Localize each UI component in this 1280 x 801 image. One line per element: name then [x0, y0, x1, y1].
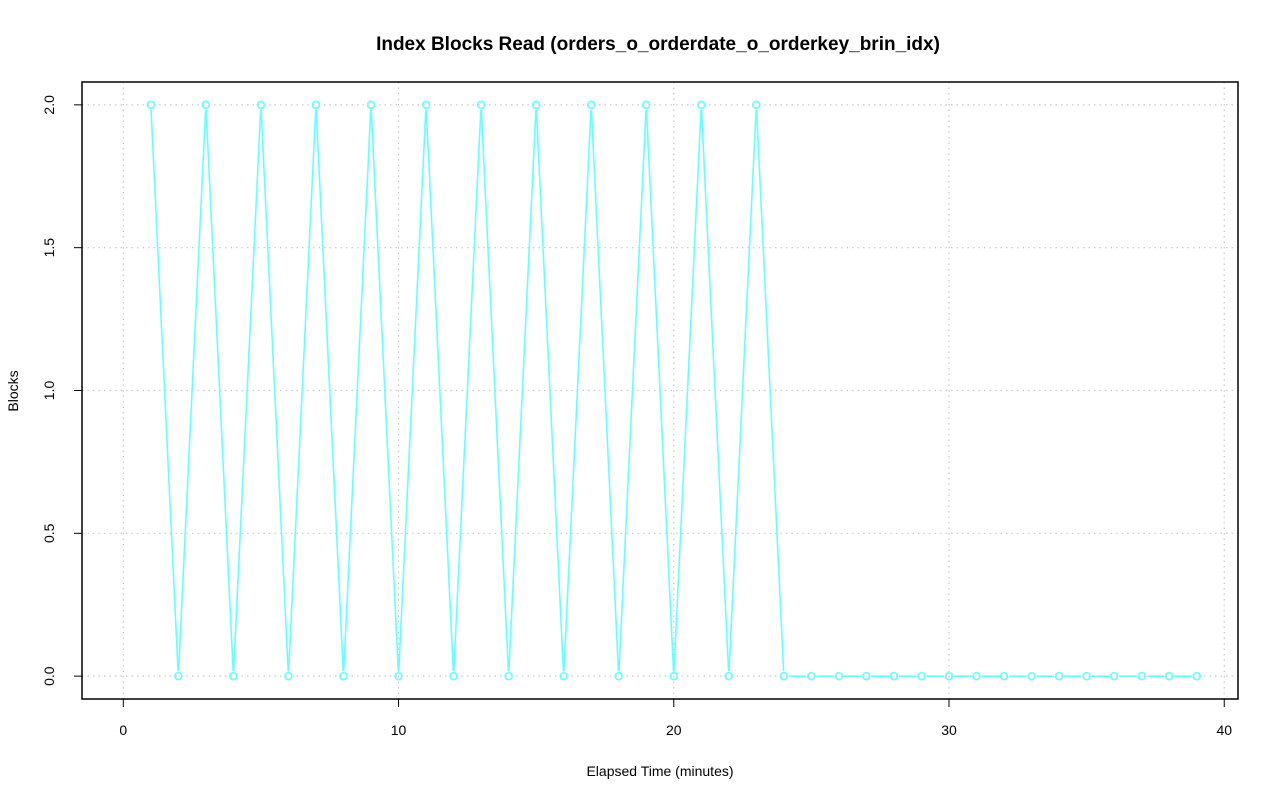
y-tick-label: 1.5	[41, 238, 57, 258]
series-line-segment	[590, 109, 620, 672]
series-line-segment	[453, 109, 482, 672]
series-line-segment	[177, 109, 207, 672]
data-point	[944, 671, 954, 681]
x-axis-label: Elapsed Time (minutes)	[586, 763, 733, 779]
data-point	[174, 671, 183, 681]
data-point	[201, 100, 211, 110]
data-point	[311, 100, 321, 110]
series-line-segment	[700, 109, 730, 672]
data-point	[999, 671, 1009, 681]
series-line-segment	[535, 109, 565, 672]
series-line-segment	[260, 109, 289, 672]
data-point	[917, 671, 926, 681]
data-point	[752, 100, 761, 110]
x-tick-label: 40	[1216, 722, 1232, 738]
x-tick-label: 0	[119, 722, 127, 738]
data-point	[256, 100, 266, 110]
data-point	[504, 671, 513, 681]
x-axis: 0 10 20 30 40	[119, 698, 1232, 738]
data-point	[614, 671, 624, 681]
y-axis: 0.0 0.5 1.0 1.5 2.0	[41, 95, 83, 686]
series-line-segment	[673, 109, 702, 672]
series-line-segment	[397, 109, 427, 672]
data-point	[366, 100, 376, 110]
data-point	[284, 671, 293, 681]
series-line-segment	[563, 109, 592, 672]
data-point	[972, 671, 981, 681]
series-line-segment	[232, 109, 262, 672]
data-point	[586, 100, 596, 110]
data-point	[889, 671, 899, 681]
data-point	[1109, 671, 1119, 681]
y-tick-label: 0.0	[41, 666, 57, 686]
series-line-segment	[315, 109, 345, 672]
data-point	[1192, 671, 1202, 681]
data-point	[229, 671, 238, 681]
series-line-segment	[425, 109, 455, 672]
data-point	[807, 671, 816, 681]
series-line-segment	[508, 109, 537, 672]
x-tick-label: 10	[391, 722, 407, 738]
series-line-segment	[645, 109, 675, 672]
data-point	[559, 671, 568, 681]
x-tick-label: 20	[666, 722, 682, 738]
series-line-segment	[342, 109, 372, 672]
series-line-segment	[728, 109, 757, 672]
data-point	[394, 671, 403, 681]
data-point	[641, 100, 651, 110]
data-point	[531, 100, 541, 110]
data-point	[476, 100, 486, 110]
data-point	[1027, 671, 1036, 681]
chart-title: Index Blocks Read (orders_o_orderdate_o_…	[376, 34, 940, 55]
series-line-segment	[370, 109, 400, 672]
data-point	[449, 671, 458, 681]
data-point	[421, 100, 431, 110]
series-line-segment	[618, 109, 647, 672]
data-point	[339, 671, 348, 681]
data-point	[724, 671, 734, 681]
series-line-segment	[150, 109, 179, 672]
series-line-segment	[287, 109, 317, 672]
data-point	[1054, 671, 1064, 681]
data-point	[1082, 671, 1091, 681]
data-point	[779, 671, 789, 681]
series-line-segment	[480, 109, 510, 672]
data-point	[696, 100, 706, 110]
data-point	[1164, 671, 1174, 681]
data-point	[862, 671, 871, 681]
y-axis-label: Blocks	[5, 370, 21, 411]
data-series	[146, 100, 1202, 681]
y-tick-label: 0.5	[41, 523, 57, 543]
x-tick-label: 30	[941, 722, 957, 738]
series-line-segment	[205, 109, 234, 672]
data-point	[1137, 671, 1146, 681]
data-point	[834, 671, 844, 681]
y-tick-label: 2.0	[41, 95, 57, 115]
data-point	[669, 671, 679, 681]
y-tick-label: 1.0	[41, 381, 57, 401]
series-line-segment	[755, 109, 785, 672]
data-point	[146, 100, 156, 110]
